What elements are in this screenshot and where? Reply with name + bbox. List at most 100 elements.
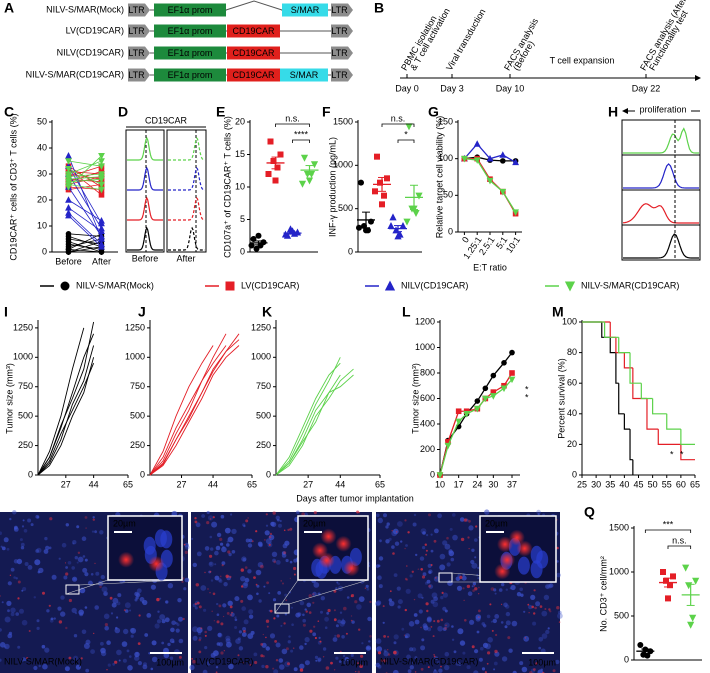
texture xyxy=(255,569,262,576)
texture xyxy=(420,626,422,629)
texture xyxy=(58,557,61,560)
texture xyxy=(452,534,458,541)
texture xyxy=(207,625,213,632)
point xyxy=(473,405,481,413)
texture xyxy=(377,651,382,655)
texture xyxy=(289,560,293,564)
texture xyxy=(17,597,20,600)
series-line xyxy=(464,158,517,213)
texture xyxy=(72,542,75,545)
texture xyxy=(430,533,433,536)
image-label: LV(CD19CAR) xyxy=(195,656,253,666)
texture xyxy=(382,605,385,608)
texture xyxy=(220,651,224,655)
texture xyxy=(299,600,305,606)
histogram-curve xyxy=(127,136,163,161)
texture xyxy=(7,581,12,586)
texture xyxy=(214,575,220,581)
point xyxy=(667,582,673,589)
texture xyxy=(293,667,298,672)
day-label: Day 22 xyxy=(632,83,661,93)
inset-scale: 20µm xyxy=(485,518,508,528)
y-tick-label: 0 xyxy=(348,246,353,256)
texture xyxy=(255,530,258,533)
texture xyxy=(77,551,81,554)
texture xyxy=(33,596,36,599)
texture xyxy=(368,640,371,643)
texture xyxy=(314,636,317,640)
survival-step xyxy=(609,337,616,354)
texture xyxy=(442,592,448,598)
texture xyxy=(475,525,478,528)
part-label: S/MAR xyxy=(290,70,319,80)
point xyxy=(98,186,105,194)
texture xyxy=(161,619,166,624)
texture xyxy=(428,584,432,588)
x-tick-label: 65 xyxy=(690,479,700,489)
texture xyxy=(498,588,503,592)
texture xyxy=(339,621,345,627)
texture xyxy=(177,598,182,603)
texture xyxy=(260,564,264,569)
texture xyxy=(375,601,381,607)
legend-marker xyxy=(564,281,576,292)
texture xyxy=(533,589,536,592)
texture xyxy=(134,598,138,602)
texture xyxy=(169,638,175,644)
texture xyxy=(209,592,211,594)
zoom-line xyxy=(65,579,109,595)
texture xyxy=(229,575,232,579)
texture xyxy=(283,551,287,555)
texture xyxy=(437,625,443,632)
point xyxy=(272,177,279,184)
pair-line xyxy=(68,199,102,222)
texture xyxy=(104,625,109,631)
texture xyxy=(317,620,320,622)
histogram-curve xyxy=(127,166,163,191)
texture xyxy=(480,646,484,651)
mouse-line xyxy=(149,333,227,476)
texture xyxy=(150,667,154,671)
point xyxy=(482,385,489,392)
texture xyxy=(556,572,561,578)
texture xyxy=(206,661,211,666)
point xyxy=(444,442,452,450)
texture xyxy=(44,647,50,653)
texture xyxy=(405,588,411,594)
texture xyxy=(198,636,202,640)
texture xyxy=(451,625,454,628)
texture xyxy=(357,662,359,665)
texture xyxy=(382,621,385,624)
texture xyxy=(356,604,362,610)
texture xyxy=(450,557,455,562)
texture xyxy=(365,584,369,589)
texture xyxy=(19,608,24,614)
texture xyxy=(8,631,13,636)
mouse-line xyxy=(275,374,354,476)
part-label: CD19CAR xyxy=(232,48,275,58)
texture xyxy=(223,650,225,652)
texture xyxy=(413,598,416,601)
y-tick-label: 750 xyxy=(256,381,271,391)
texture xyxy=(182,577,185,580)
texture xyxy=(489,603,492,606)
texture xyxy=(304,608,307,611)
texture xyxy=(417,568,420,570)
texture xyxy=(146,613,152,618)
texture xyxy=(240,599,244,603)
point xyxy=(489,393,497,400)
texture xyxy=(369,600,372,604)
texture xyxy=(378,584,383,589)
texture xyxy=(99,530,104,535)
part-label: LTR xyxy=(128,70,145,80)
texture xyxy=(477,577,480,580)
inset-scale: 20µm xyxy=(113,518,136,528)
texture xyxy=(134,591,139,597)
pair-line xyxy=(68,168,102,185)
texture xyxy=(116,616,119,619)
texture xyxy=(444,651,450,657)
point xyxy=(473,140,481,147)
texture xyxy=(464,518,468,522)
texture xyxy=(301,512,305,516)
mouse-line xyxy=(275,374,341,476)
